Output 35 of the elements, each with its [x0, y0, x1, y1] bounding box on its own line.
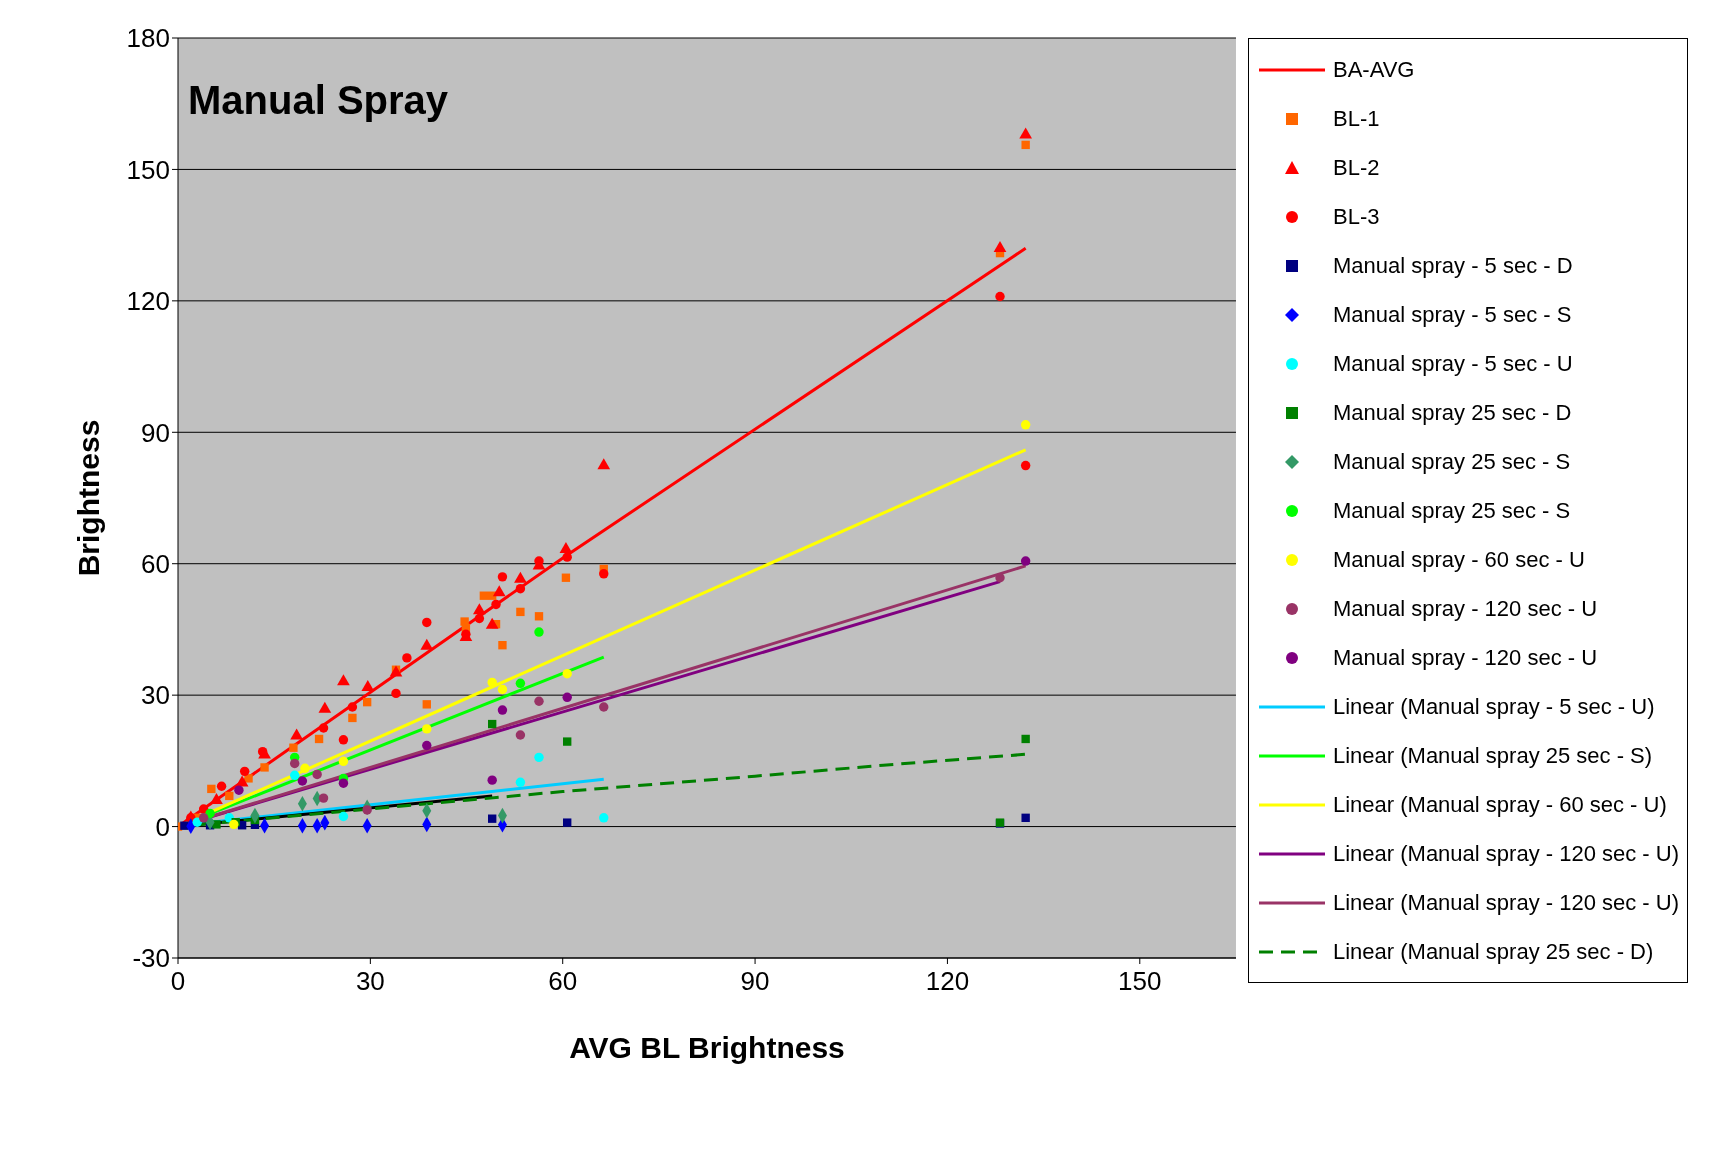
legend-label: Linear (Manual spray - 60 sec - U)	[1332, 791, 1667, 818]
text: Manual Spray	[188, 78, 449, 123]
x-tick-label: 60	[548, 966, 578, 997]
y-tick-label: 180	[126, 23, 170, 54]
legend-label: BL-1	[1332, 105, 1380, 132]
y-tick-label: 30	[141, 680, 170, 711]
legend-label: Manual spray - 60 sec - U	[1332, 546, 1585, 573]
legend-label: Linear (Manual spray - 5 sec - U)	[1332, 693, 1655, 720]
legend-label: Manual spray 25 sec - S	[1332, 448, 1571, 475]
legend-label: BL-2	[1332, 154, 1380, 181]
legend-label: Linear (Manual spray 25 sec - D)	[1332, 938, 1654, 965]
x-tick-label: 120	[925, 966, 970, 997]
legend-label: Manual spray 25 sec - S	[1332, 497, 1571, 524]
legend-label: BA-AVG	[1332, 56, 1415, 83]
legend-label: Manual spray 25 sec - D	[1332, 399, 1572, 426]
legend-label: Manual spray - 120 sec - U	[1332, 595, 1598, 622]
legend-label: Manual spray - 5 sec - D	[1332, 252, 1573, 279]
x-tick-label: 90	[740, 966, 770, 997]
x-axis-title: AVG BL Brightness	[569, 1031, 845, 1064]
y-tick-label: 60	[141, 548, 170, 579]
x-tick-label: 150	[1118, 966, 1162, 997]
y-tick-label: 90	[141, 417, 170, 448]
legend-label: Linear (Manual spray - 120 sec - U)	[1332, 889, 1679, 916]
legend-label: Manual spray - 120 sec - U	[1332, 644, 1598, 671]
x-tick-label: 30	[355, 966, 385, 997]
legend-label: Linear (Manual spray - 120 sec - U)	[1332, 840, 1679, 867]
y-tick-label: 0	[155, 811, 170, 842]
legend-label: Manual spray - 5 sec - S	[1332, 301, 1572, 328]
legend-label: Linear (Manual spray 25 sec - S)	[1332, 742, 1653, 769]
y-tick-label: -30	[132, 943, 170, 974]
y-tick-label: 150	[126, 154, 170, 185]
y-tick-label: 120	[126, 286, 170, 317]
legend-label: BL-3	[1332, 203, 1380, 230]
y-axis-title: Brightness	[71, 419, 105, 577]
legend-label: Manual spray - 5 sec - U	[1332, 350, 1573, 377]
